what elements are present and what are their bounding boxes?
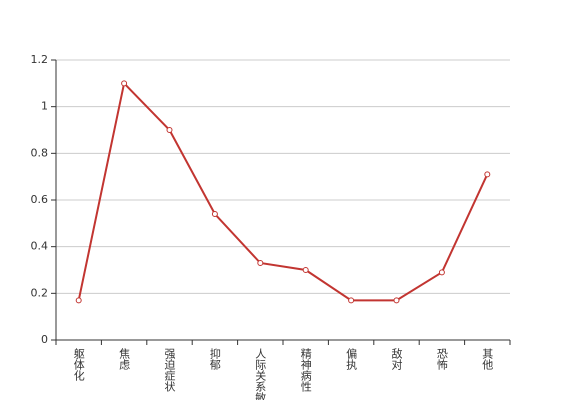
x-tick-label: 人际关系敏感	[254, 348, 267, 400]
y-tick-label: 0	[41, 333, 48, 346]
y-tick-label: 0.6	[31, 193, 49, 206]
point	[484, 171, 491, 178]
point	[348, 297, 355, 304]
point	[302, 267, 309, 273]
point	[211, 211, 218, 217]
point	[257, 260, 264, 266]
point	[393, 297, 400, 304]
y-tick-label: 0.2	[31, 286, 49, 299]
x-tick-label: 躯体化	[72, 348, 85, 382]
y-tick-label: 0.4	[31, 240, 49, 253]
y-tick-label: 1.2	[31, 53, 49, 66]
x-tick-label: 强迫症状	[163, 348, 176, 392]
x-tick-label: 焦虑	[118, 348, 131, 370]
x-tick-label: 敌对	[390, 347, 403, 370]
y-tick-label: 0.8	[31, 146, 49, 159]
point	[166, 127, 173, 133]
x-tick-label: 偏执	[345, 347, 358, 371]
x-tick-label: 精神病性	[299, 348, 312, 393]
point	[438, 269, 445, 276]
x-tick-label: 其他	[481, 348, 494, 370]
point	[75, 297, 82, 304]
line	[77, 81, 489, 302]
x-tick-label: 恐怖	[435, 348, 448, 370]
x-tick-label: 抑郁	[208, 347, 221, 370]
y-tick-label: 1	[41, 100, 48, 113]
point	[121, 80, 128, 87]
